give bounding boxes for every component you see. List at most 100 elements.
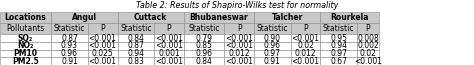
Bar (51, 23, 88, 34)
Bar (0, 50, 51, 57)
Bar (88, 42, 118, 50)
Bar (184, 57, 224, 65)
Text: Statistic: Statistic (323, 24, 355, 33)
Bar (357, 23, 379, 34)
Text: 0.96: 0.96 (196, 49, 212, 58)
Bar (51, 57, 88, 65)
Bar (0, 57, 51, 65)
Bar (88, 23, 118, 34)
Text: Angul: Angul (72, 13, 97, 22)
Bar (254, 50, 291, 57)
Bar (88, 50, 118, 57)
Bar (118, 12, 184, 23)
Bar (184, 42, 224, 50)
Text: <0.001: <0.001 (225, 34, 253, 43)
Bar (224, 34, 254, 42)
Text: <0.001: <0.001 (225, 57, 253, 65)
Bar (320, 12, 379, 23)
Text: <0.001: <0.001 (155, 41, 183, 50)
Bar (254, 23, 291, 34)
Text: Cuttack: Cuttack (134, 13, 167, 22)
Bar (320, 34, 357, 42)
Bar (254, 42, 291, 50)
Text: <0.001: <0.001 (354, 57, 382, 65)
Text: <0.001: <0.001 (292, 34, 319, 43)
Text: <0.001: <0.001 (155, 34, 183, 43)
Text: 0.02: 0.02 (360, 49, 376, 58)
Text: <0.001: <0.001 (89, 57, 117, 65)
Bar (357, 34, 379, 42)
Text: P: P (237, 24, 241, 33)
Bar (291, 57, 320, 65)
Text: 0.91: 0.91 (264, 57, 281, 65)
Text: Talcher: Talcher (272, 13, 303, 22)
Text: P: P (366, 24, 370, 33)
Bar (357, 50, 379, 57)
Bar (154, 34, 184, 42)
Text: P: P (303, 24, 308, 33)
Bar (291, 50, 320, 57)
Bar (184, 12, 254, 23)
Bar (224, 23, 254, 34)
Text: <0.001: <0.001 (225, 41, 253, 50)
Bar (154, 50, 184, 57)
Text: <0.001: <0.001 (89, 34, 117, 43)
Bar (357, 42, 379, 50)
Text: 0.94: 0.94 (330, 41, 347, 50)
Bar (0, 12, 51, 23)
Bar (118, 57, 154, 65)
Bar (118, 50, 154, 57)
Text: P: P (100, 24, 105, 33)
Text: 0.87: 0.87 (61, 34, 78, 43)
Text: Pollutants: Pollutants (7, 24, 45, 33)
Bar (88, 34, 118, 42)
Text: 0.87: 0.87 (128, 41, 144, 50)
Text: 0.97: 0.97 (264, 49, 281, 58)
Text: Bhubaneswar: Bhubaneswar (190, 13, 248, 22)
Bar (154, 23, 184, 34)
Text: Rourkela: Rourkela (330, 13, 369, 22)
Bar (154, 42, 184, 50)
Text: 0.84: 0.84 (128, 34, 144, 43)
Bar (0, 42, 51, 50)
Bar (357, 57, 379, 65)
Text: 0.79: 0.79 (196, 34, 212, 43)
Text: Locations: Locations (5, 13, 46, 22)
Bar (0, 23, 51, 34)
Text: 0.96: 0.96 (264, 41, 281, 50)
Text: <0.001: <0.001 (292, 57, 319, 65)
Text: 0.012: 0.012 (295, 49, 316, 58)
Bar (51, 34, 88, 42)
Bar (51, 50, 88, 57)
Text: 0.025: 0.025 (92, 49, 113, 58)
Text: SO₂: SO₂ (18, 34, 33, 43)
Bar (320, 50, 357, 57)
Bar (320, 42, 357, 50)
Bar (51, 12, 118, 23)
Text: 0.84: 0.84 (196, 57, 212, 65)
Text: Table 2: Results of Shapiro-Wilks test for normality: Table 2: Results of Shapiro-Wilks test f… (136, 1, 338, 10)
Bar (118, 42, 154, 50)
Text: P: P (167, 24, 171, 33)
Bar (184, 34, 224, 42)
Bar (254, 57, 291, 65)
Text: 0.85: 0.85 (196, 41, 212, 50)
Bar (291, 42, 320, 50)
Text: PM10: PM10 (14, 49, 37, 58)
Bar (320, 57, 357, 65)
Text: 0.91: 0.91 (61, 57, 78, 65)
Bar (320, 23, 357, 34)
Text: Statistic: Statistic (120, 24, 152, 33)
Text: 0.96: 0.96 (61, 49, 78, 58)
Text: 0.012: 0.012 (228, 49, 250, 58)
Text: Statistic: Statistic (188, 24, 220, 33)
Text: 0.02: 0.02 (297, 41, 314, 50)
Bar (224, 57, 254, 65)
Bar (0, 34, 51, 42)
Bar (291, 34, 320, 42)
Text: 0.002: 0.002 (357, 41, 379, 50)
Text: 0.90: 0.90 (264, 34, 281, 43)
Bar (254, 34, 291, 42)
Bar (88, 57, 118, 65)
Text: 0.95: 0.95 (330, 34, 347, 43)
